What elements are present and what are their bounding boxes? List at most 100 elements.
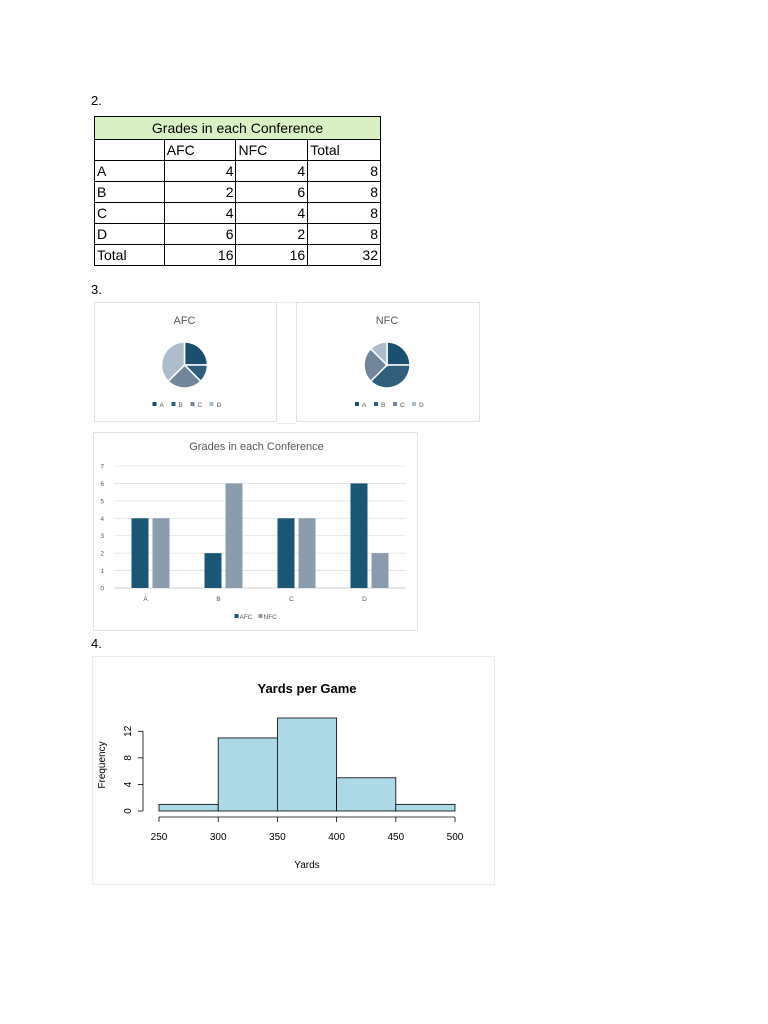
section-number-3: 3. <box>91 282 102 297</box>
table-header-row: AFC NFC Total <box>94 139 381 161</box>
bar-afc-d <box>350 483 368 588</box>
table-row: D 6 2 8 <box>94 223 381 245</box>
nfc-pie-chart: NFC A B C D <box>296 302 480 422</box>
legend-label: C <box>400 402 405 409</box>
histogram-svg: Yards per Game 250 300 350 400 450 500 Yards 0 4 8… <box>97 681 464 871</box>
histogram-bar <box>158 803 219 812</box>
legend-swatch <box>152 402 157 406</box>
legend-swatch <box>374 402 378 406</box>
grades-table: Grades in each Conference AFC NFC Total … <box>94 116 381 266</box>
y-tick-label: 7 <box>100 464 104 471</box>
histogram-bar <box>276 717 337 812</box>
legend-swatch <box>355 402 359 406</box>
x-tick-label: 400 <box>328 832 345 843</box>
pie-slice-c <box>363 347 389 383</box>
legend-swatch <box>190 402 195 406</box>
x-tick-label: A <box>143 596 148 603</box>
table-row: C 4 4 8 <box>94 202 381 224</box>
bar-nfc-c <box>298 518 316 588</box>
legend-label: C <box>198 402 203 409</box>
x-tick-label: 500 <box>447 832 464 843</box>
legend-label: A <box>362 402 367 409</box>
histogram-bar <box>217 737 278 812</box>
table-header-cell: AFC <box>163 139 237 161</box>
chart-title: Yards per Game <box>258 681 357 696</box>
y-tick-label: 4 <box>123 781 134 787</box>
table-cell: 16 <box>235 244 309 266</box>
legend-swatch <box>258 614 263 618</box>
legend-swatch <box>171 402 176 406</box>
x-tick-label: 300 <box>210 832 227 843</box>
table-cell: 4 <box>235 202 309 224</box>
chart-title: AFC <box>174 315 196 327</box>
y-tick-label: 5 <box>100 498 104 505</box>
table-cell: D <box>94 223 165 245</box>
table-cell: 16 <box>163 244 237 266</box>
y-axis-label: Frequency <box>97 741 108 788</box>
legend-label: D <box>217 402 222 409</box>
table-cell: 8 <box>307 202 381 224</box>
x-tick-label: C <box>289 596 294 603</box>
table-cell: Total <box>94 244 165 266</box>
y-tick-label: 6 <box>100 481 104 488</box>
histogram-bar <box>336 777 397 812</box>
legend-label: A <box>160 402 165 409</box>
y-tick-label: 12 <box>123 725 134 737</box>
table-cell: 4 <box>163 202 237 224</box>
legend-label: D <box>419 402 424 409</box>
table-cell: 8 <box>307 223 381 245</box>
chart-title: NFC <box>376 315 399 327</box>
y-tick-label: 0 <box>123 808 134 814</box>
x-tick-label: 250 <box>151 832 168 843</box>
table-cell: 8 <box>307 181 381 203</box>
x-axis-label: Yards <box>294 860 319 871</box>
table-cell: 6 <box>235 181 309 203</box>
yards-histogram: Yards per Game 250 300 350 400 450 500 Yards 0 4 8… <box>92 656 495 885</box>
bar-afc-c <box>277 518 295 588</box>
x-tick-label: 350 <box>269 832 286 843</box>
table-row: B 2 6 8 <box>94 181 381 203</box>
chart-title: Grades in each Conference <box>189 441 324 453</box>
conference-bar-chart: Grades in each Conference 0 1 2 3 4 5 6 7 A B C D AFC… <box>93 432 418 631</box>
x-tick-label: B <box>216 596 220 603</box>
table-cell: 2 <box>235 223 309 245</box>
table-header-cell <box>94 139 165 161</box>
table-cell: 6 <box>163 223 237 245</box>
table-row: A 4 4 8 <box>94 160 381 182</box>
histogram-bar <box>395 803 456 812</box>
legend-swatch <box>209 402 214 406</box>
legend-label: B <box>179 402 183 409</box>
table-cell: 4 <box>235 160 309 182</box>
sheet-gap <box>277 302 296 424</box>
pie-slice-c <box>167 363 202 389</box>
bar-nfc-b <box>225 483 243 588</box>
y-tick-label: 2 <box>100 551 104 558</box>
bar-nfc-d <box>371 553 389 588</box>
legend-label: NFC <box>264 614 278 621</box>
y-tick-label: 8 <box>123 755 134 761</box>
nfc-pie-svg: NFC A B C D <box>355 315 424 409</box>
legend-label: B <box>381 402 385 409</box>
table-cell: A <box>94 160 165 182</box>
bar-nfc-a <box>152 518 170 588</box>
legend-label: AFC <box>240 614 253 621</box>
bar-afc-b <box>204 553 222 588</box>
y-tick-label: 1 <box>100 568 104 575</box>
pie-slice-d <box>369 341 388 367</box>
legend-swatch <box>412 402 416 406</box>
afc-pie-svg: AFC A B C D <box>152 315 222 409</box>
table-title: Grades in each Conference <box>94 116 381 140</box>
bar-chart-svg: Grades in each Conference 0 1 2 3 4 5 6 7 A B C D AFC… <box>100 441 406 621</box>
table-cell: 8 <box>307 160 381 182</box>
table-total-row: Total 16 16 32 <box>94 244 381 266</box>
legend-swatch <box>234 614 239 618</box>
table-header-cell: Total <box>307 139 381 161</box>
y-tick-label: 3 <box>100 533 104 540</box>
pie-slice-a <box>183 341 209 366</box>
y-tick-label: 4 <box>100 516 104 523</box>
pie-slice-a <box>386 341 411 366</box>
table-cell: B <box>94 181 165 203</box>
table-cell: 4 <box>163 160 237 182</box>
section-number-2: 2. <box>91 93 102 108</box>
x-tick-label: 450 <box>387 832 404 843</box>
